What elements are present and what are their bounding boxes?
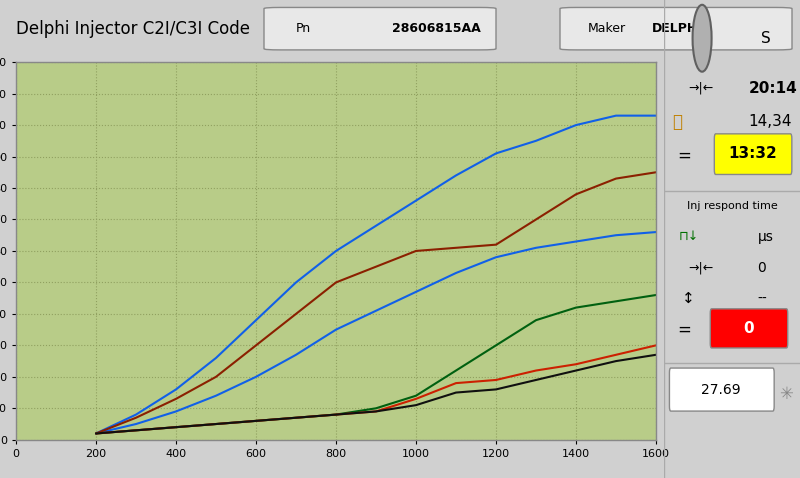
Text: →|←: →|← bbox=[689, 261, 714, 274]
FancyBboxPatch shape bbox=[714, 134, 792, 174]
Text: 28606815AA: 28606815AA bbox=[392, 22, 481, 35]
FancyBboxPatch shape bbox=[264, 8, 496, 50]
Text: →|←: →|← bbox=[689, 82, 714, 95]
Text: 27.69: 27.69 bbox=[702, 382, 741, 397]
FancyBboxPatch shape bbox=[710, 309, 788, 348]
Text: =: = bbox=[678, 146, 691, 164]
Text: --: -- bbox=[757, 292, 766, 306]
Text: 20:14: 20:14 bbox=[748, 81, 797, 96]
FancyBboxPatch shape bbox=[670, 368, 774, 411]
Text: μs: μs bbox=[758, 229, 774, 244]
Text: 13:32: 13:32 bbox=[728, 146, 777, 162]
Text: ⊓↓: ⊓↓ bbox=[678, 230, 698, 243]
Text: 0: 0 bbox=[743, 321, 754, 336]
FancyBboxPatch shape bbox=[560, 8, 792, 50]
Text: 14,34: 14,34 bbox=[748, 114, 792, 130]
Text: ✳: ✳ bbox=[779, 385, 794, 403]
Text: ↕: ↕ bbox=[682, 291, 695, 306]
Text: =: = bbox=[678, 321, 691, 339]
Text: DELPHI: DELPHI bbox=[652, 22, 702, 35]
Circle shape bbox=[693, 5, 712, 72]
Text: Maker: Maker bbox=[588, 22, 626, 35]
Text: Delphi Injector C2I/C3I Code: Delphi Injector C2I/C3I Code bbox=[16, 20, 250, 38]
Text: 0: 0 bbox=[758, 261, 766, 275]
Text: Pn: Pn bbox=[296, 22, 311, 35]
Text: Inj respond time: Inj respond time bbox=[686, 201, 778, 210]
Text: ⌛: ⌛ bbox=[673, 113, 682, 131]
Text: S: S bbox=[761, 31, 771, 46]
